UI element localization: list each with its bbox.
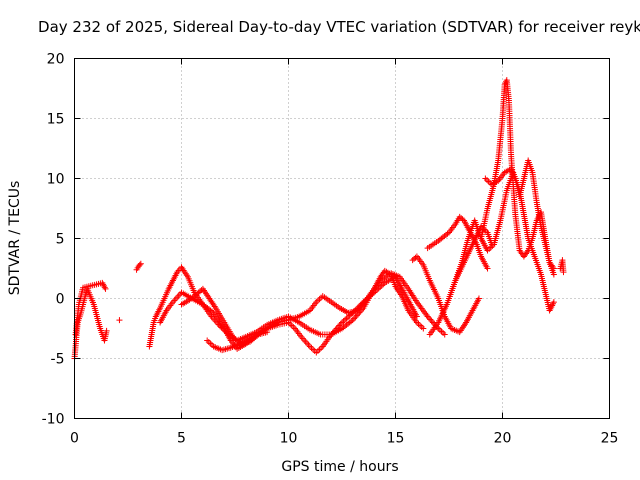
data-point xyxy=(475,295,482,302)
ticks-layer: 0 5 10 15 20 25 -10 -5 0 5 10 15 20 xyxy=(42,52,619,447)
data-point xyxy=(560,269,567,276)
y-tick-label: 10 xyxy=(47,172,65,188)
data-point xyxy=(116,317,123,324)
data-point xyxy=(342,316,349,323)
x-tick-label: 0 xyxy=(70,431,79,447)
y-axis-label: SDTVAR / TECUs xyxy=(7,181,23,296)
data-point xyxy=(441,331,448,338)
y-tick-label: -10 xyxy=(42,412,65,428)
y-tick-label: -5 xyxy=(51,352,65,368)
x-tick-label: 20 xyxy=(494,431,512,447)
series-track-c xyxy=(116,317,123,324)
data-point xyxy=(103,327,110,334)
x-tick-label: 25 xyxy=(601,431,619,447)
series-track-d xyxy=(133,260,144,273)
data-point xyxy=(102,285,109,292)
data-point xyxy=(264,329,271,336)
series-track-l xyxy=(446,77,557,302)
data-point xyxy=(550,265,557,272)
y-tick-label: 5 xyxy=(56,232,65,248)
series-track-o xyxy=(557,257,567,276)
data-point xyxy=(550,299,557,306)
data-point xyxy=(351,315,358,322)
series-track-i xyxy=(409,253,482,336)
points-layer xyxy=(71,77,567,362)
series-track-m xyxy=(482,157,557,272)
series-track-k xyxy=(424,213,491,272)
x-tick-label: 15 xyxy=(387,431,405,447)
series-track-h xyxy=(204,329,271,354)
chart-title: Day 232 of 2025, Sidereal Day-to-day VTE… xyxy=(38,18,640,36)
data-point xyxy=(427,316,434,323)
y-tick-label: 20 xyxy=(47,52,65,68)
data-point xyxy=(137,260,144,267)
data-point xyxy=(413,313,420,320)
data-point xyxy=(136,261,143,268)
y-tick-label: 0 xyxy=(56,292,65,308)
data-point xyxy=(420,325,427,332)
data-point xyxy=(343,315,350,322)
y-tick-label: 15 xyxy=(47,112,65,128)
series-track-n xyxy=(478,169,557,314)
data-point xyxy=(484,265,491,272)
data-point xyxy=(352,314,359,321)
x-tick-label: 5 xyxy=(177,431,186,447)
x-axis-label: GPS time / hours xyxy=(281,459,398,475)
x-tick-label: 10 xyxy=(280,431,298,447)
data-point xyxy=(550,271,557,278)
data-point xyxy=(428,318,435,324)
